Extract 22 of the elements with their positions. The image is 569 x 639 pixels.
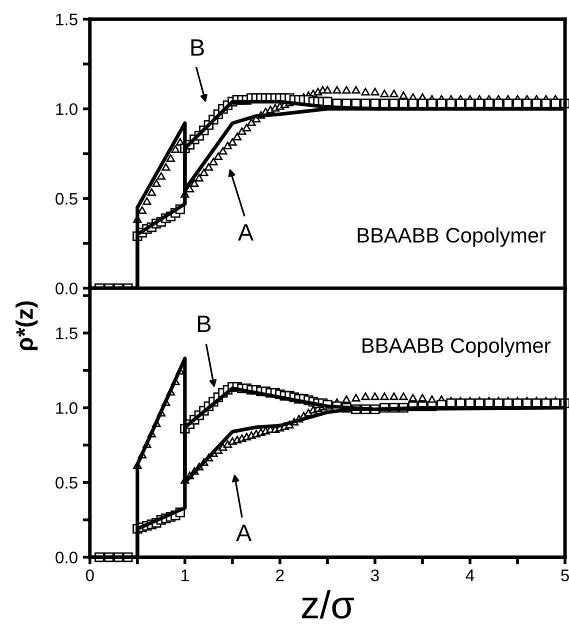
y-tick-label: 1.0: [56, 103, 78, 116]
x-tick-label: 1: [182, 570, 189, 582]
y-tick-label: 1.0: [56, 402, 78, 414]
y-tick-label: 1.5: [56, 328, 78, 340]
y-tick-label: 0.5: [56, 192, 78, 205]
annotation: B: [198, 316, 211, 332]
x-tick-label: 3: [370, 569, 379, 582]
annotation: B: [191, 39, 204, 56]
x-tick-label: 4: [466, 570, 474, 582]
annotation: BBAABB Copolymer: [362, 338, 550, 358]
x-tick-label: 2: [276, 569, 284, 582]
y-axis-title: ρ*(z): [16, 301, 38, 350]
annotation: A: [236, 524, 252, 541]
annotation: A: [238, 224, 254, 240]
y-tick-label: 0.0: [56, 552, 78, 564]
annotation: BBAABB Copolymer: [358, 227, 546, 247]
x-tick-label: 5: [561, 570, 569, 582]
x-tick-label: 0: [86, 569, 94, 582]
x-axis-title: z/σ: [302, 590, 354, 619]
y-tick-label: 0.0: [56, 282, 78, 294]
y-tick-label: 0.5: [56, 476, 78, 489]
y-tick-label: 1.5: [56, 14, 78, 26]
